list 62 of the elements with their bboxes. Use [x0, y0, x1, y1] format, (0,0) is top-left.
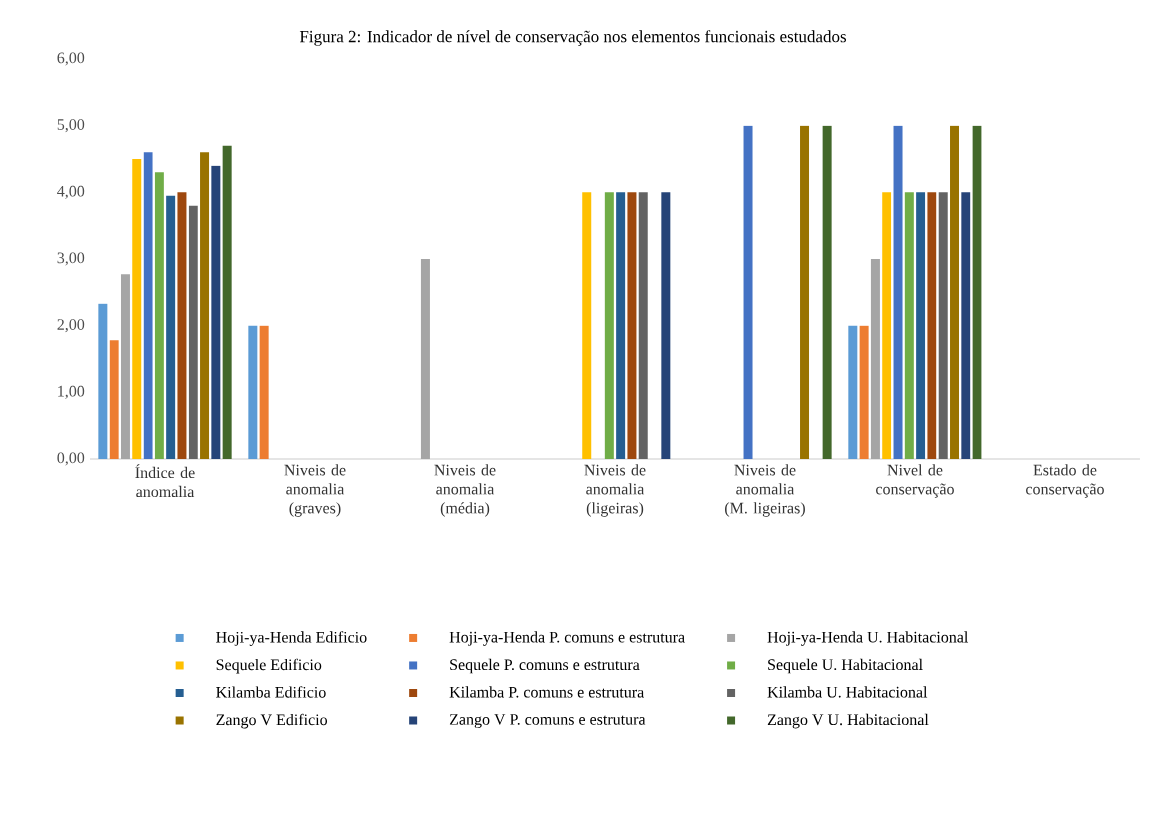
bar — [870, 259, 880, 459]
x-tick-label: Niveis de anomalia (M. ligeiras) — [725, 464, 805, 517]
legend-label: Sequele P. comuns e estrutura — [450, 658, 640, 674]
bar — [154, 172, 164, 459]
bar — [616, 192, 626, 459]
y-tick-label: 3,00 — [57, 252, 85, 266]
bar — [822, 125, 832, 459]
bar — [120, 274, 130, 459]
bar — [743, 125, 753, 459]
x-tick-label: Niveis de anomalia (média) — [434, 464, 496, 517]
bar — [848, 325, 858, 459]
bar — [177, 192, 187, 459]
legend-label: Sequele Edificio — [216, 658, 322, 674]
bar — [166, 195, 176, 459]
bar — [961, 192, 971, 459]
bar — [248, 325, 258, 459]
legend-label: Kilamba U. Habitacional — [767, 686, 928, 698]
bar — [893, 125, 903, 459]
bar — [950, 125, 960, 459]
chart-title: Figura 2: Indicador de nível de conservação nos elementos funcionais estudados — [299, 30, 847, 46]
legend-label: Hoji-ya-Henda P. comuns e estrutura — [449, 631, 685, 646]
bar — [661, 192, 671, 459]
bar — [800, 125, 810, 459]
bar — [582, 192, 592, 459]
bar — [938, 192, 948, 459]
bar — [927, 192, 937, 459]
y-tick-label: 4,00 — [57, 185, 85, 199]
legend-label: Kilamba Edificio — [216, 686, 326, 698]
x-tick-label: Niveis de anomalia (graves) — [284, 464, 346, 517]
bar — [188, 205, 198, 459]
bar — [904, 192, 914, 459]
bar — [222, 145, 232, 459]
bar — [882, 192, 892, 459]
bar — [420, 259, 430, 459]
bar — [109, 340, 119, 459]
y-tick-label: 2,00 — [57, 319, 85, 333]
legend-label: Sequele U. Habitacional — [768, 658, 923, 674]
y-tick-label: 6,00 — [57, 52, 85, 66]
bar — [638, 192, 648, 459]
bar — [98, 303, 108, 459]
bar — [259, 325, 269, 459]
x-tick-label: Niveis de anomalia (ligeiras) — [584, 464, 646, 517]
y-tick-label: 1,00 — [58, 385, 85, 399]
legend-label: Zango V U. Habitacional — [767, 713, 929, 729]
x-tick-label: Estado de conservação — [1026, 464, 1104, 498]
legend-label: Zango V P. comuns e estrutura — [449, 714, 646, 729]
x-tick-label: Nivel de conservação — [876, 464, 954, 498]
legend-label: Zango V Edificio — [216, 713, 328, 729]
legend-label: Hoji-ya-Henda Edificio — [216, 631, 367, 646]
bar — [143, 152, 153, 459]
legend-label: Hoji-ya-Henda U. Habitacional — [767, 631, 969, 646]
y-tick-label: 0,00 — [57, 452, 85, 466]
bar — [916, 192, 926, 459]
bar — [627, 192, 637, 459]
bar — [859, 325, 869, 459]
bar — [211, 165, 221, 459]
bar — [132, 159, 142, 459]
y-tick-label: 5,00 — [57, 119, 85, 133]
bar — [200, 152, 210, 459]
x-tick-label: Índice de anomalia — [135, 464, 195, 498]
legend-label: Kilamba P. comuns e estrutura — [449, 686, 645, 698]
bar — [604, 192, 614, 459]
